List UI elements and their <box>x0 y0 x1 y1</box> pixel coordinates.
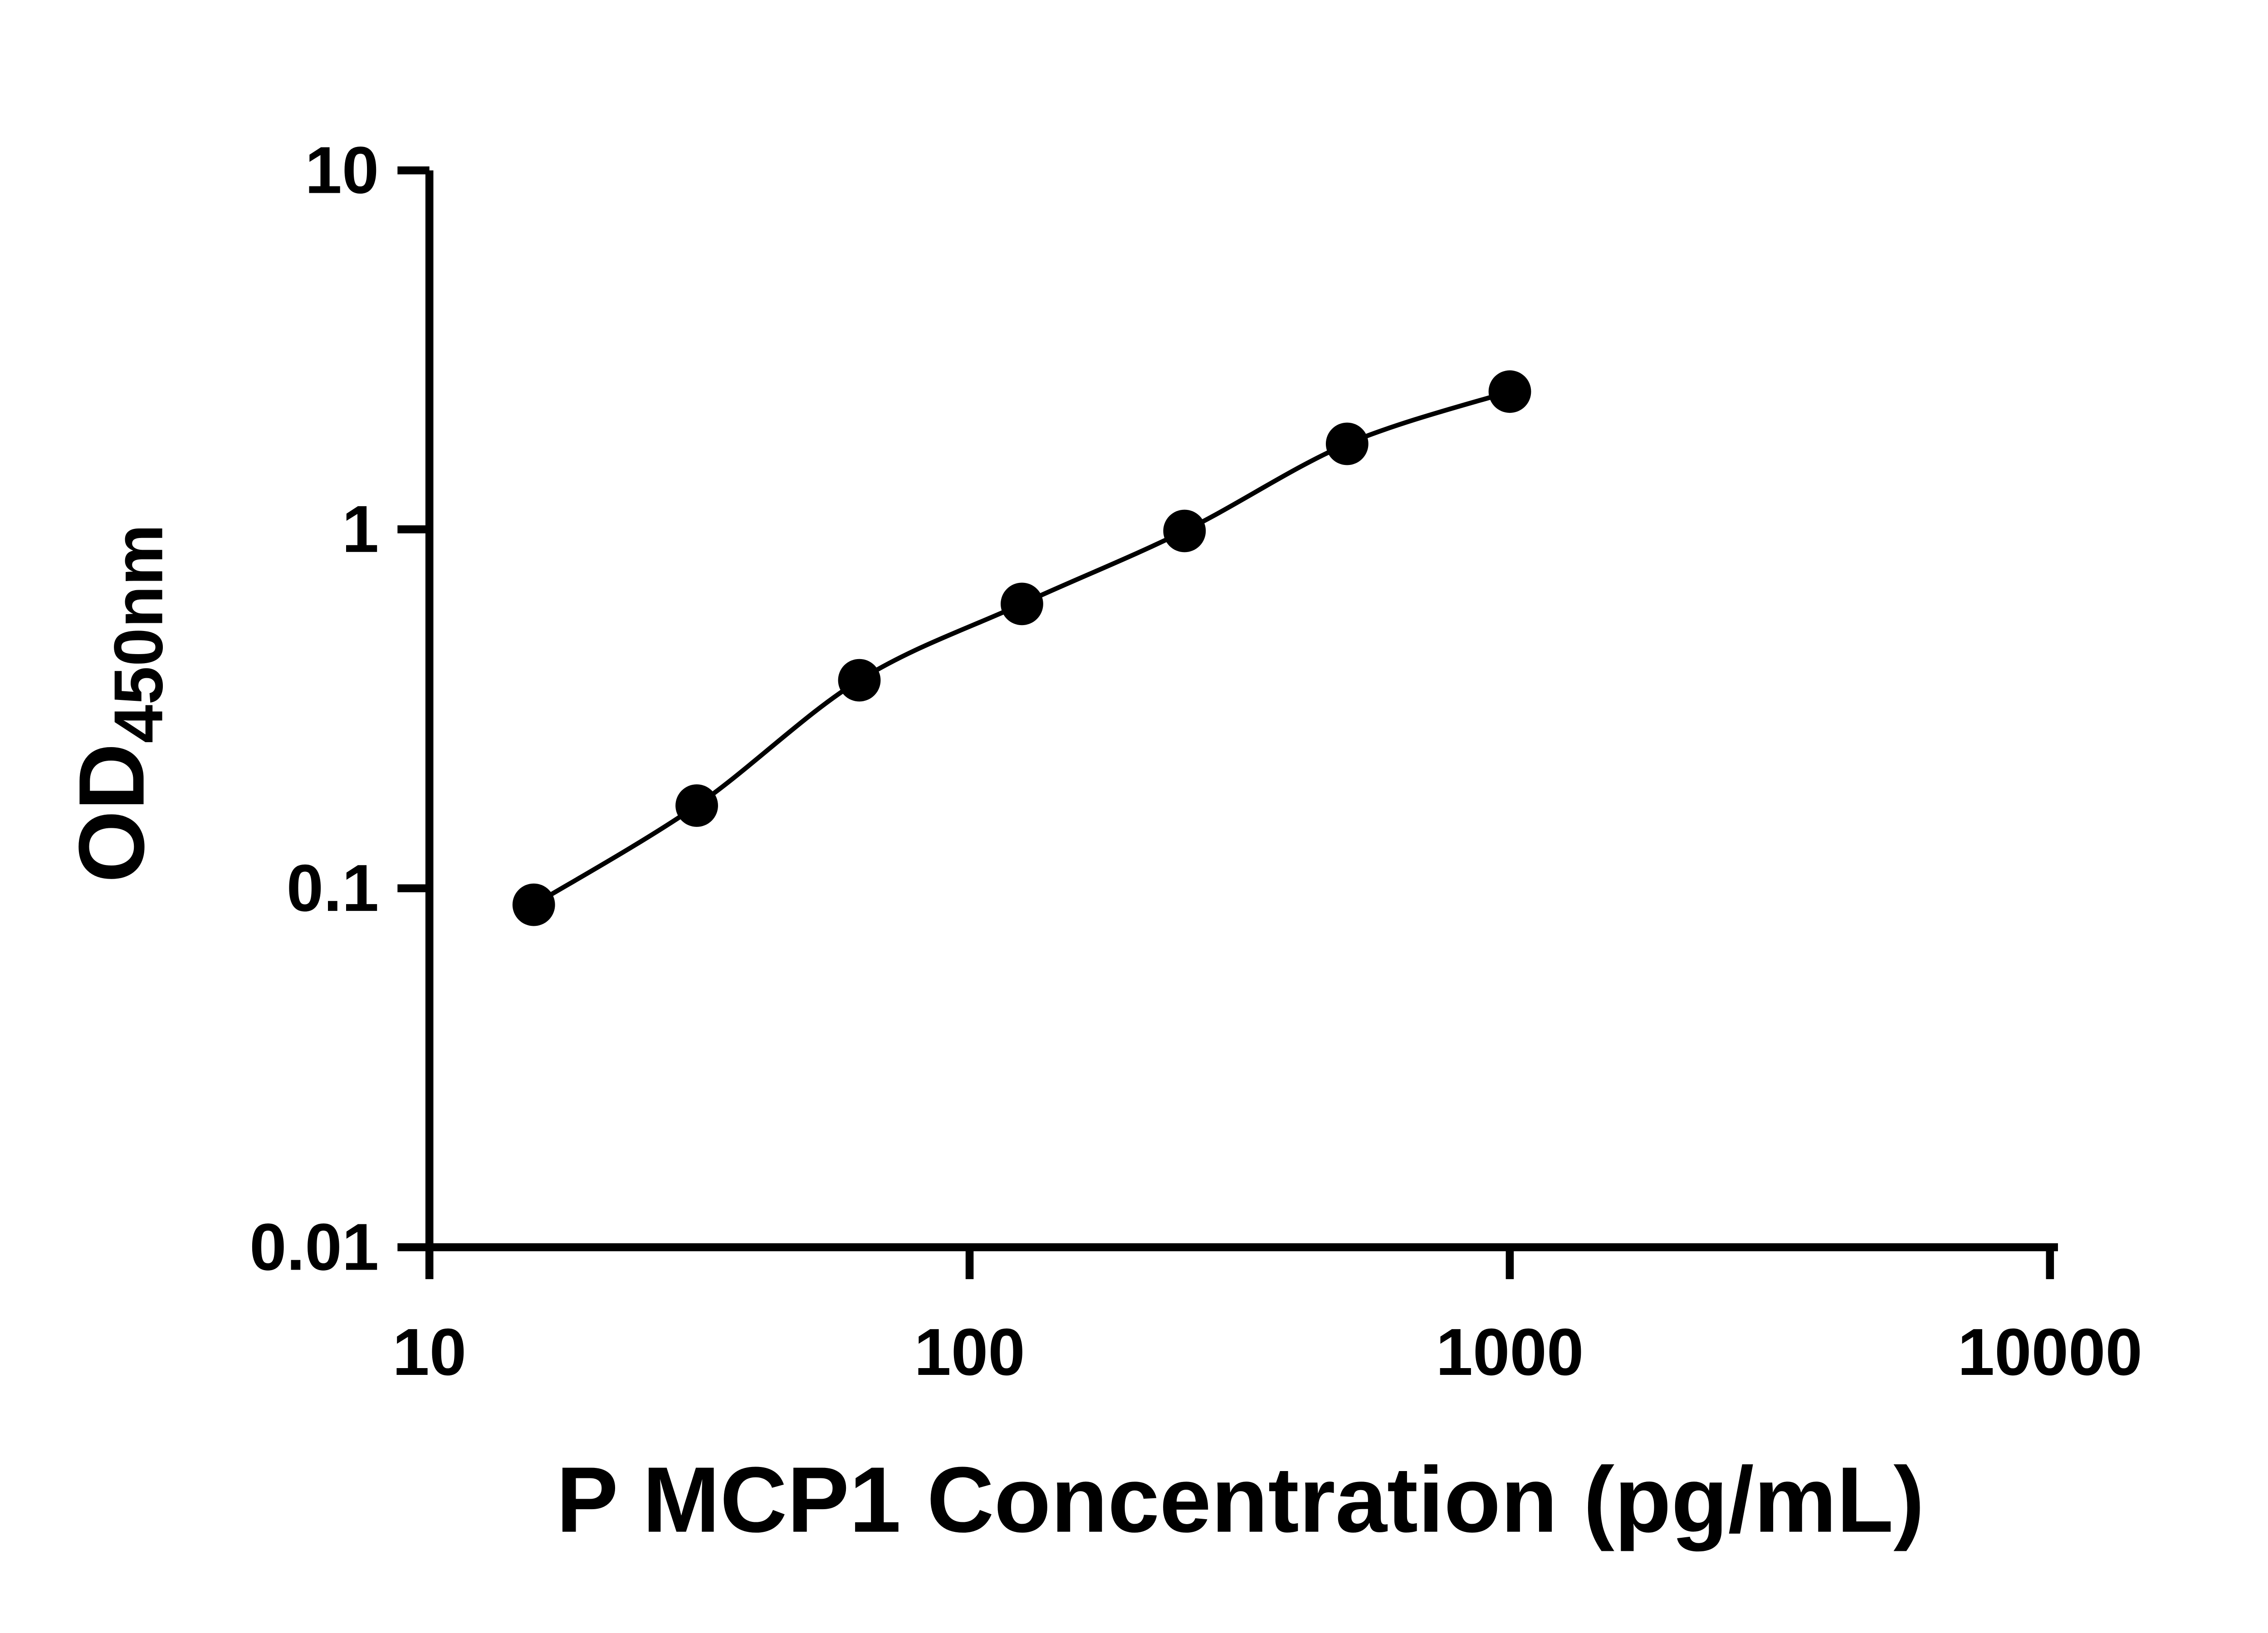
x-tick-label: 10 <box>392 1315 466 1389</box>
y-axis-label-base: OD <box>60 743 164 883</box>
data-point-marker <box>1001 582 1043 626</box>
data-point-marker <box>1325 422 1369 465</box>
y-tick-label: 1 <box>342 492 379 567</box>
axes: 0.01 0.1 1 10 10 100 1000 10000 <box>249 133 2142 1389</box>
y-tick-label: 10 <box>305 133 379 207</box>
x-tick-label: 1000 <box>1436 1315 1584 1389</box>
standard-curve-series <box>512 370 1531 926</box>
x-axis-label: P MCP1 Concentration (pg/mL) <box>556 1448 1924 1552</box>
data-point-marker <box>1488 370 1531 413</box>
standard-curve-line <box>533 389 1511 907</box>
data-point-marker <box>838 659 881 702</box>
x-tick-label: 100 <box>914 1315 1025 1389</box>
y-axis-label: OD450nm <box>60 524 177 883</box>
data-point-marker <box>512 883 555 926</box>
x-tick-label: 10000 <box>1958 1315 2142 1389</box>
data-point-marker <box>675 784 718 827</box>
y-tick-label: 0.1 <box>287 851 379 925</box>
y-axis-label-subscript: 450nm <box>100 524 177 743</box>
data-point-marker <box>1163 509 1206 552</box>
y-tick-label: 0.01 <box>249 1210 379 1284</box>
